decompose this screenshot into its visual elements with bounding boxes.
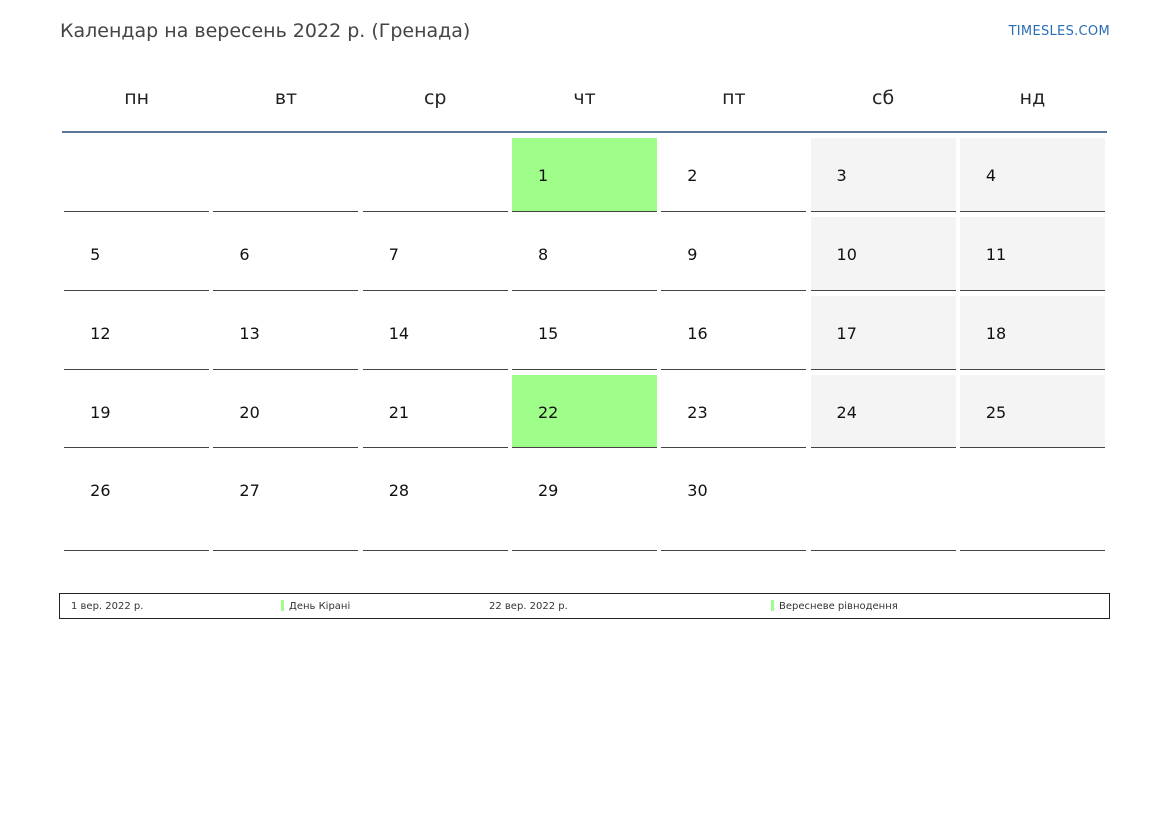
day-number: 12 (90, 324, 111, 343)
day-cell (810, 453, 956, 551)
day-cell: 6 (213, 217, 359, 291)
day-number: 11 (985, 245, 1007, 264)
day-number: 18 (985, 324, 1007, 343)
day-number: 3 (836, 166, 847, 185)
day-number: 22 (537, 403, 559, 422)
day-cell (64, 138, 210, 212)
day-cell-weekend: 3 (810, 138, 956, 212)
day-number: 14 (388, 324, 410, 343)
day-number: 5 (90, 245, 101, 264)
day-number: 6 (239, 245, 250, 264)
day-number: 25 (985, 403, 1007, 422)
weekday-fri: пт (722, 87, 746, 109)
legend-date: 22 вер. 2022 р. (489, 601, 568, 612)
day-number: 17 (836, 324, 857, 343)
day-number: 20 (239, 403, 260, 422)
legend-holiday-name: День Кірані (289, 601, 351, 612)
day-number: 2 (687, 166, 698, 185)
day-number: 15 (537, 324, 559, 343)
day-cell-weekend: 17 (810, 296, 956, 370)
day-cell (959, 453, 1105, 551)
day-number: 16 (687, 324, 708, 343)
day-cell-weekend: 11 (959, 217, 1105, 291)
day-cell: 9 (661, 217, 807, 291)
day-cell (213, 138, 359, 212)
day-cell: 29 (511, 453, 657, 551)
week-row-3: 12 13 14 15 16 17 18 (62, 296, 1107, 370)
legend-date: 1 вер. 2022 р. (71, 601, 144, 612)
day-cell: 20 (213, 375, 359, 448)
weekday-tue: вт (274, 87, 298, 109)
day-cell (362, 138, 508, 212)
day-number: 28 (388, 481, 410, 500)
day-number: 4 (985, 166, 997, 185)
day-cell-holiday: 22 (511, 375, 657, 448)
day-cell: 19 (64, 375, 210, 448)
day-cell: 23 (661, 375, 807, 448)
week-row-2: 5 6 7 8 9 10 11 (62, 217, 1107, 291)
day-cell: 16 (661, 296, 807, 370)
day-cell-weekend: 18 (959, 296, 1105, 370)
day-cell: 28 (362, 453, 508, 551)
day-number: 13 (239, 324, 260, 343)
weekday-header-row: пн вт ср чт пт сб нд (62, 70, 1107, 133)
day-number: 21 (388, 403, 410, 422)
day-cell-weekend: 10 (810, 217, 956, 291)
day-number: 9 (687, 245, 698, 264)
day-cell: 8 (511, 217, 657, 291)
day-cell: 26 (64, 453, 210, 551)
weekday-sun: нд (1019, 87, 1046, 109)
day-cell-holiday: 1 (511, 138, 657, 212)
day-cell-weekend: 4 (959, 138, 1105, 212)
day-number: 27 (239, 481, 260, 500)
day-cell: 30 (661, 453, 807, 551)
day-cell: 21 (362, 375, 508, 448)
holiday-color-marker (771, 600, 774, 611)
day-cell-weekend: 24 (810, 375, 956, 448)
day-cell: 27 (213, 453, 359, 551)
week-row-4: 19 20 21 22 23 24 25 (62, 375, 1107, 448)
weekday-sat: сб (872, 87, 895, 109)
legend-holiday-name: Вересневе рівнодення (779, 601, 898, 612)
holiday-color-marker (281, 600, 284, 611)
week-row-1: 1 2 3 4 (62, 138, 1107, 212)
day-number: 29 (537, 481, 559, 500)
day-number: 8 (537, 245, 549, 264)
day-cell: 5 (64, 217, 210, 291)
week-row-5: 26 27 28 29 30 (62, 453, 1107, 551)
day-cell: 7 (362, 217, 508, 291)
holiday-legend: 1 вер. 2022 р. День Кірані 22 вер. 2022 … (59, 593, 1110, 619)
day-number: 10 (836, 245, 857, 264)
day-cell: 15 (511, 296, 657, 370)
weekday-thu: чт (573, 87, 596, 109)
day-number: 7 (388, 245, 399, 264)
day-number: 19 (90, 403, 111, 422)
day-cell-weekend: 25 (959, 375, 1105, 448)
site-link[interactable]: TIMESLES.COM (1008, 24, 1110, 39)
day-cell: 12 (64, 296, 210, 370)
day-cell: 14 (362, 296, 508, 370)
page-title: Календар на вересень 2022 р. (Гренада) (60, 20, 471, 42)
day-cell: 13 (213, 296, 359, 370)
weekday-mon: пн (124, 87, 150, 109)
day-number: 26 (90, 481, 111, 500)
day-number: 1 (537, 166, 549, 185)
day-number: 23 (687, 403, 708, 422)
weekday-wed: ср (423, 87, 447, 109)
calendar-grid: пн вт ср чт пт сб нд 1 2 3 4 5 6 7 8 9 1… (62, 70, 1107, 551)
day-number: 30 (687, 481, 708, 500)
day-number: 24 (836, 403, 857, 422)
day-cell: 2 (661, 138, 807, 212)
